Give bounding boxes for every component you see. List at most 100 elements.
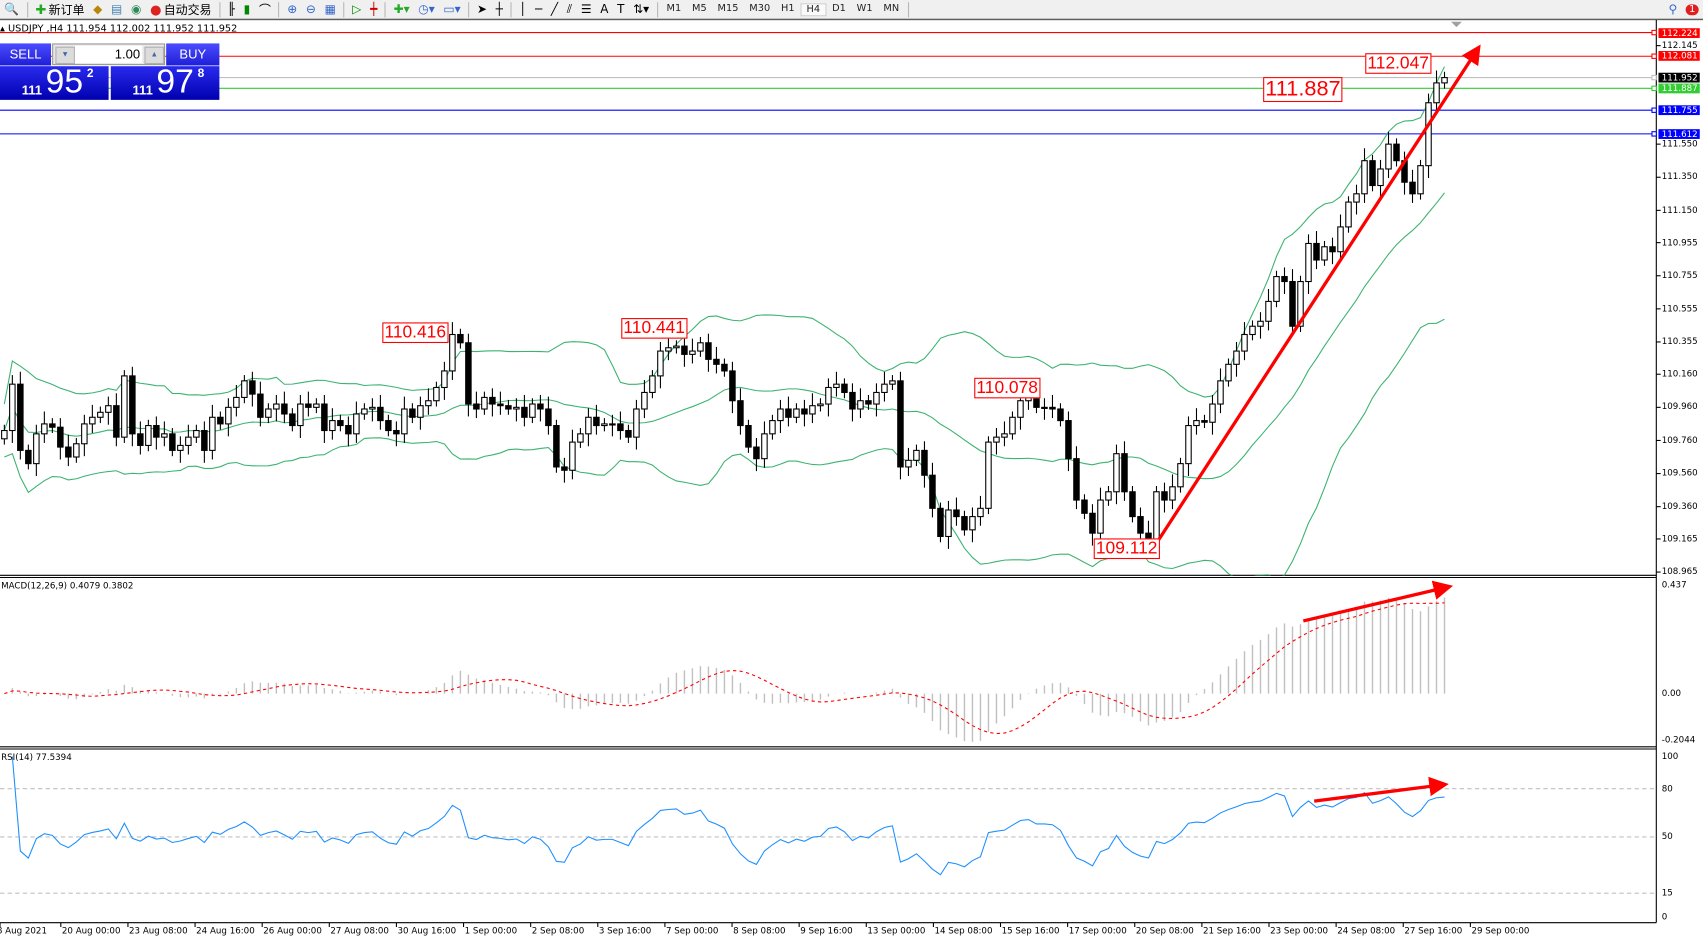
- level-price-tag[interactable]: 111.755: [1658, 105, 1700, 116]
- bull-candle: [1265, 300, 1272, 322]
- zoom-icon[interactable]: 🔍: [4, 2, 20, 17]
- bull-candle: [809, 405, 816, 415]
- price-label-low[interactable]: 109.112: [1093, 538, 1160, 560]
- price-label-high[interactable]: 110.416: [382, 322, 449, 344]
- bull-candle: [1217, 380, 1224, 405]
- history-icon[interactable]: ◆: [93, 2, 103, 17]
- autoscroll-icon[interactable]: ▷: [352, 2, 362, 17]
- trend-arrows: [1157, 21, 1481, 803]
- candlestick-icon[interactable]: ▮: [243, 2, 251, 17]
- timeframe-h1[interactable]: H1: [781, 2, 795, 14]
- crosshair-icon[interactable]: ┼: [495, 2, 503, 17]
- level-price-tag[interactable]: 112.081: [1658, 51, 1700, 62]
- sell-price[interactable]: 111 95 2: [0, 62, 109, 100]
- templates-icon[interactable]: ▭▾: [443, 2, 461, 17]
- bull-candle: [209, 416, 216, 451]
- sell-button[interactable]: SELL: [0, 43, 52, 67]
- bear-candle: [249, 380, 256, 395]
- price-axis-label: 110.355: [1661, 336, 1698, 347]
- timeframe-h4[interactable]: H4: [800, 2, 827, 16]
- lot-size-stepper[interactable]: ▼ 1.00 ▲: [52, 43, 166, 66]
- tile-windows-icon[interactable]: ▦: [324, 2, 336, 17]
- bull-candle: [969, 516, 976, 531]
- macd-label: MACD(12,26,9) 0.4079 0.3802: [1, 580, 134, 591]
- cursor-icon[interactable]: ➤: [476, 2, 487, 17]
- bull-candle: [177, 444, 184, 451]
- timeframe-w1[interactable]: W1: [856, 2, 873, 14]
- auto-trading-button[interactable]: ● 自动交易: [146, 1, 216, 18]
- price-label-high[interactable]: 112.047: [1365, 53, 1432, 74]
- line-chart-icon[interactable]: ⌒: [258, 2, 271, 17]
- bull-candle: [825, 386, 832, 405]
- bull-candle: [1225, 363, 1232, 382]
- zoom-in-icon[interactable]: ⊕: [287, 2, 298, 17]
- price-axis-label: 109.360: [1661, 501, 1698, 511]
- bear-candle: [385, 420, 392, 432]
- bear-candle: [681, 345, 688, 355]
- bull-candle: [121, 375, 128, 438]
- price-label-high[interactable]: 110.441: [621, 318, 688, 339]
- bull-candle: [689, 350, 696, 355]
- horizontal-line-icon[interactable]: ─: [535, 2, 543, 17]
- time-axis-label: 29 Sep 00:00: [1471, 925, 1530, 936]
- bull-candle: [1153, 491, 1160, 542]
- notification-icon[interactable]: 1: [1682, 1, 1703, 18]
- signals-icon[interactable]: ◉: [131, 2, 142, 17]
- search-icon[interactable]: ⚲: [1668, 2, 1678, 17]
- chart-shift-icon[interactable]: ┿: [370, 2, 378, 17]
- timeframe-m30[interactable]: M30: [749, 2, 771, 14]
- trend-arrow-rsi[interactable]: [1313, 776, 1449, 803]
- level-lines: [0, 29, 1657, 137]
- bull-candle: [857, 400, 864, 410]
- bull-candle: [433, 386, 440, 402]
- market-watch-icon[interactable]: ▤: [111, 2, 123, 17]
- timeframe-m15[interactable]: M15: [717, 2, 739, 14]
- bear-candle: [841, 383, 848, 393]
- level-handle: [1651, 29, 1657, 36]
- timeframe-m5[interactable]: M5: [692, 2, 707, 14]
- time-axis-label: 23 Aug 08:00: [129, 925, 188, 936]
- bull-candle: [425, 400, 432, 407]
- timeframe-mn[interactable]: MN: [883, 2, 900, 14]
- bear-candle: [801, 408, 808, 415]
- lot-increase-button[interactable]: ▲: [144, 46, 165, 65]
- trend-arrow-macd[interactable]: [1302, 580, 1454, 623]
- periods-icon[interactable]: ◷▾: [418, 2, 435, 17]
- timeframe-d1[interactable]: D1: [832, 2, 846, 14]
- bollinger-upper: [3, 66, 1446, 405]
- bull-candle: [1017, 400, 1024, 418]
- fibonacci-icon[interactable]: ☰: [580, 2, 592, 17]
- bull-candle: [361, 408, 368, 415]
- price-axis-label: 109.560: [1661, 468, 1698, 478]
- level-price-tag[interactable]: 112.224: [1658, 27, 1700, 38]
- indicators-icon[interactable]: ✚▾: [393, 2, 410, 17]
- text-icon[interactable]: A: [600, 2, 609, 17]
- arrows-icon[interactable]: ⇅▾: [633, 2, 650, 17]
- bull-candle: [1433, 82, 1440, 104]
- trendline-icon[interactable]: ╱: [550, 2, 559, 17]
- level-price-tag[interactable]: 111.612: [1658, 128, 1700, 139]
- lot-decrease-button[interactable]: ▼: [55, 46, 75, 65]
- price-label-high[interactable]: 110.078: [974, 377, 1041, 399]
- new-order-button[interactable]: ✚ 新订单: [31, 1, 89, 18]
- trend-arrow-price[interactable]: [1157, 44, 1481, 541]
- buy-price[interactable]: 111 97 8: [110, 62, 220, 100]
- price-axis-label: 111.550: [1661, 138, 1698, 149]
- chart-shift-marker[interactable]: [1451, 21, 1462, 28]
- zoom-out-icon[interactable]: ⊖: [305, 2, 316, 17]
- lot-size-input[interactable]: 1.00: [74, 45, 143, 63]
- equidistant-channel-icon[interactable]: ⫽: [566, 1, 573, 16]
- level-price-tag[interactable]: 111.887: [1658, 83, 1700, 94]
- price-label-level[interactable]: 111.887: [1263, 77, 1343, 103]
- level-price-tag[interactable]: 111.952: [1658, 72, 1700, 83]
- bar-chart-icon[interactable]: ╟: [227, 2, 235, 17]
- level-handle: [1651, 107, 1657, 113]
- price-axis-label: 109.760: [1661, 435, 1698, 445]
- timeframe-m1[interactable]: M1: [666, 2, 682, 14]
- text-label-icon[interactable]: T: [617, 2, 625, 17]
- vertical-line-icon[interactable]: │: [519, 2, 527, 17]
- bear-candle: [65, 446, 72, 458]
- bear-candle: [257, 393, 264, 418]
- buy-button[interactable]: BUY: [166, 43, 220, 67]
